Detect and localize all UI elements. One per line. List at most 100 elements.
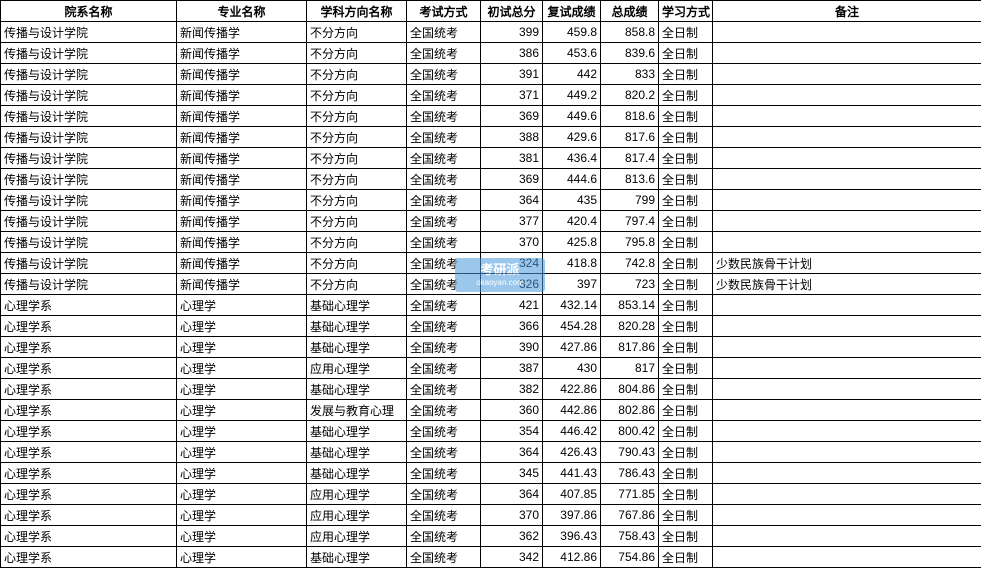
table-cell: 全日制	[659, 169, 713, 190]
table-cell: 418.8	[543, 253, 601, 274]
table-cell: 全日制	[659, 295, 713, 316]
table-cell: 全日制	[659, 232, 713, 253]
table-cell: 397.86	[543, 505, 601, 526]
table-body: 传播与设计学院新闻传播学不分方向全国统考399459.8858.8全日制传播与设…	[1, 22, 981, 568]
table-cell: 817.86	[601, 337, 659, 358]
table-cell: 传播与设计学院	[1, 43, 177, 64]
header-dept: 院系名称	[1, 1, 177, 22]
table-row: 传播与设计学院新闻传播学不分方向全国统考399459.8858.8全日制	[1, 22, 981, 43]
table-cell: 386	[481, 43, 543, 64]
table-cell: 基础心理学	[307, 295, 407, 316]
table-row: 传播与设计学院新闻传播学不分方向全国统考364435799全日制	[1, 190, 981, 211]
table-row: 心理学系心理学基础心理学全国统考390427.86817.86全日制	[1, 337, 981, 358]
table-cell	[713, 379, 981, 400]
table-cell: 407.85	[543, 484, 601, 505]
table-cell: 839.6	[601, 43, 659, 64]
table-cell	[713, 169, 981, 190]
table-row: 传播与设计学院新闻传播学不分方向全国统考370425.8795.8全日制	[1, 232, 981, 253]
table-cell: 不分方向	[307, 211, 407, 232]
table-cell: 全日制	[659, 274, 713, 295]
table-cell: 817.6	[601, 127, 659, 148]
table-cell: 371	[481, 85, 543, 106]
table-cell: 全国统考	[407, 43, 481, 64]
table-cell	[713, 442, 981, 463]
table-cell: 全国统考	[407, 274, 481, 295]
table-cell: 429.6	[543, 127, 601, 148]
table-cell: 324	[481, 253, 543, 274]
table-cell: 传播与设计学院	[1, 211, 177, 232]
table-cell	[713, 148, 981, 169]
table-cell	[713, 43, 981, 64]
table-cell: 传播与设计学院	[1, 148, 177, 169]
table-cell: 新闻传播学	[177, 211, 307, 232]
table-cell: 全日制	[659, 442, 713, 463]
table-row: 心理学系心理学基础心理学全国统考366454.28820.28全日制	[1, 316, 981, 337]
table-cell	[713, 358, 981, 379]
table-cell: 基础心理学	[307, 463, 407, 484]
table-row: 传播与设计学院新闻传播学不分方向全国统考324418.8742.8全日制少数民族…	[1, 253, 981, 274]
table-cell: 全日制	[659, 400, 713, 421]
table-cell: 全日制	[659, 190, 713, 211]
table-cell: 全国统考	[407, 505, 481, 526]
table-cell: 全国统考	[407, 337, 481, 358]
table-row: 心理学系心理学应用心理学全国统考362396.43758.43全日制	[1, 526, 981, 547]
table-cell: 430	[543, 358, 601, 379]
table-cell: 传播与设计学院	[1, 274, 177, 295]
table-cell: 心理学系	[1, 316, 177, 337]
table-cell: 新闻传播学	[177, 169, 307, 190]
table-cell: 800.42	[601, 421, 659, 442]
table-cell: 全国统考	[407, 526, 481, 547]
table-row: 心理学系心理学基础心理学全国统考382422.86804.86全日制	[1, 379, 981, 400]
table-cell: 858.8	[601, 22, 659, 43]
table-cell	[713, 316, 981, 337]
table-cell: 354	[481, 421, 543, 442]
table-cell: 742.8	[601, 253, 659, 274]
table-row: 传播与设计学院新闻传播学不分方向全国统考377420.4797.4全日制	[1, 211, 981, 232]
table-cell: 心理学系	[1, 463, 177, 484]
table-cell: 新闻传播学	[177, 106, 307, 127]
table-cell: 754.86	[601, 547, 659, 568]
table-cell: 全日制	[659, 106, 713, 127]
table-cell: 全日制	[659, 85, 713, 106]
table-cell	[713, 547, 981, 568]
table-cell: 心理学	[177, 295, 307, 316]
table-cell: 449.2	[543, 85, 601, 106]
table-cell	[713, 85, 981, 106]
table-cell: 基础心理学	[307, 442, 407, 463]
table-cell: 全日制	[659, 547, 713, 568]
table-cell: 新闻传播学	[177, 190, 307, 211]
table-cell: 传播与设计学院	[1, 253, 177, 274]
table-cell	[713, 127, 981, 148]
table-cell: 817	[601, 358, 659, 379]
table-cell: 不分方向	[307, 274, 407, 295]
table-row: 心理学系心理学基础心理学全国统考345441.43786.43全日制	[1, 463, 981, 484]
table-cell: 不分方向	[307, 127, 407, 148]
table-cell: 326	[481, 274, 543, 295]
table-cell: 全国统考	[407, 379, 481, 400]
table-row: 传播与设计学院新闻传播学不分方向全国统考326397723全日制少数民族骨干计划	[1, 274, 981, 295]
table-cell: 813.6	[601, 169, 659, 190]
table-cell: 453.6	[543, 43, 601, 64]
table-row: 心理学系心理学基础心理学全国统考421432.14853.14全日制	[1, 295, 981, 316]
table-row: 传播与设计学院新闻传播学不分方向全国统考371449.2820.2全日制	[1, 85, 981, 106]
table-cell: 全日制	[659, 421, 713, 442]
table-cell: 786.43	[601, 463, 659, 484]
table-cell: 820.2	[601, 85, 659, 106]
table-cell: 少数民族骨干计划	[713, 253, 981, 274]
table-cell: 传播与设计学院	[1, 85, 177, 106]
table-cell: 传播与设计学院	[1, 127, 177, 148]
table-cell	[713, 526, 981, 547]
table-cell	[713, 190, 981, 211]
table-cell: 442	[543, 64, 601, 85]
table-cell: 342	[481, 547, 543, 568]
table-cell: 全国统考	[407, 547, 481, 568]
table-cell	[713, 463, 981, 484]
table-cell: 传播与设计学院	[1, 190, 177, 211]
table-cell: 454.28	[543, 316, 601, 337]
table-cell: 全国统考	[407, 64, 481, 85]
table-cell: 心理学系	[1, 505, 177, 526]
table-cell: 新闻传播学	[177, 232, 307, 253]
table-cell: 不分方向	[307, 232, 407, 253]
table-cell	[713, 106, 981, 127]
table-cell: 全国统考	[407, 463, 481, 484]
